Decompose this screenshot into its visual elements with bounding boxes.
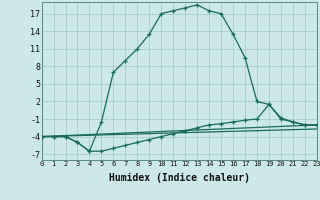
X-axis label: Humidex (Indice chaleur): Humidex (Indice chaleur) [109,173,250,183]
